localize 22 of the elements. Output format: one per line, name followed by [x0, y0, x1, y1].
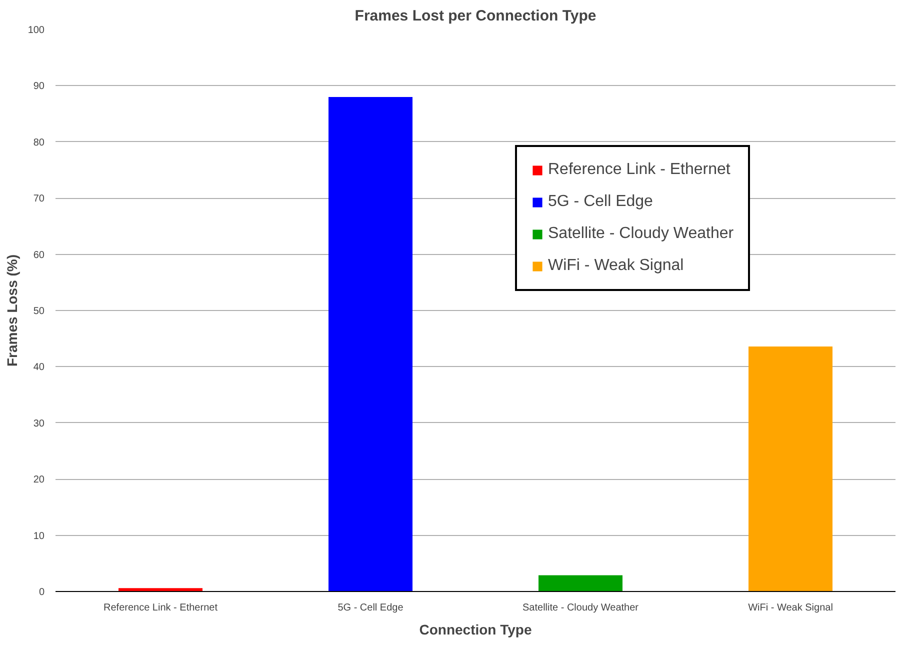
- y-tick-label: 90: [33, 81, 45, 92]
- x-tick-label: Reference Link - Ethernet: [104, 602, 218, 614]
- chart-title: Frames Lost per Connection Type: [354, 8, 596, 24]
- y-tick-label: 0: [38, 587, 45, 598]
- y-tick-label: 100: [28, 25, 45, 36]
- y-tick-label: 50: [33, 306, 45, 317]
- y-tick-label: 40: [33, 362, 45, 374]
- y-tick-label: 60: [33, 250, 45, 261]
- x-tick-label: 5G - Cell Edge: [338, 602, 404, 614]
- y-axis-title: Frames Loss (%): [4, 254, 20, 367]
- x-tick-label: Satellite - Cloudy Weather: [522, 602, 640, 614]
- legend-label: Satellite - Cloudy Weather: [548, 225, 734, 243]
- y-tick-label: 20: [33, 474, 45, 486]
- y-tick-label: 70: [33, 194, 45, 205]
- legend-label: Reference Link - Ethernet: [548, 161, 730, 179]
- y-tick-label: 80: [33, 137, 45, 148]
- legend-label: 5G - Cell Edge: [548, 193, 653, 211]
- y-tick-label: 30: [33, 418, 45, 430]
- y-tick-label: 10: [33, 530, 45, 542]
- x-axis-title: Connection Type: [419, 622, 532, 638]
- x-tick-label: WiFi - Weak Signal: [748, 602, 833, 614]
- legend-label: WiFi - Weak Signal: [548, 257, 684, 275]
